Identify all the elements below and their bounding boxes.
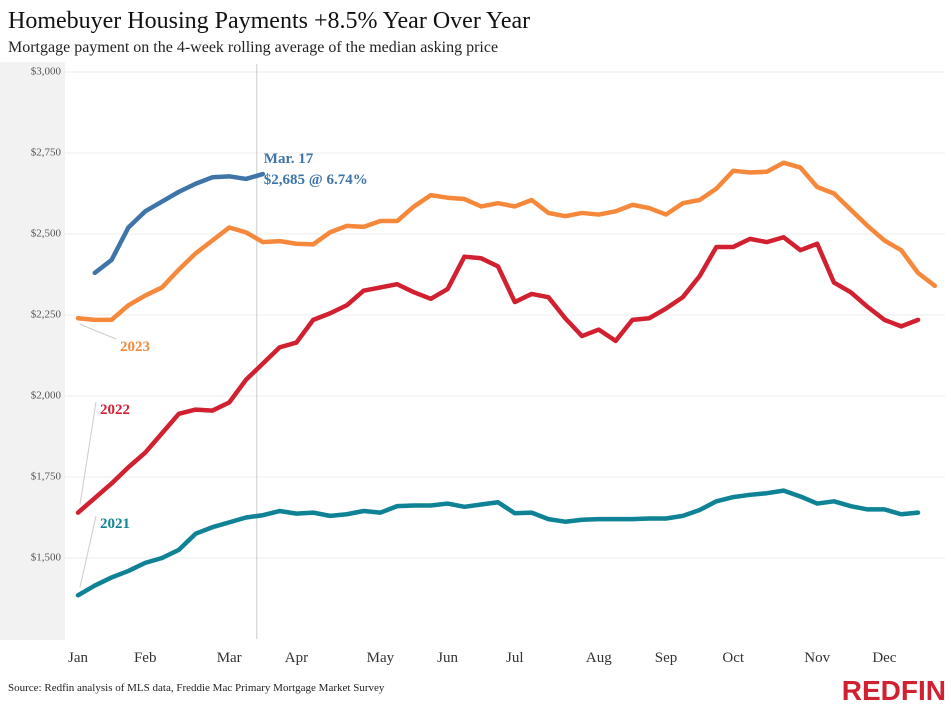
series-line bbox=[75, 234, 921, 515]
brand-logo: REDFIN bbox=[842, 675, 946, 706]
source: Source: Redfin analysis of MLS data, Fre… bbox=[8, 682, 385, 694]
chart-title: Homebuyer Housing Payments +8.5% Year Ov… bbox=[8, 8, 530, 34]
series-line bbox=[75, 160, 938, 323]
y-tick-label: $2,750 bbox=[31, 147, 62, 159]
label-leader bbox=[79, 323, 117, 340]
series-label: 2021 bbox=[100, 516, 130, 532]
x-tick-label: Mar bbox=[217, 650, 242, 666]
label-leader bbox=[79, 401, 97, 505]
y-tick-label: $3,000 bbox=[31, 66, 62, 78]
x-tick-label: May bbox=[367, 650, 395, 666]
y-tick-label: $2,000 bbox=[31, 390, 62, 402]
x-tick-label: Aug bbox=[586, 650, 612, 666]
x-tick-label: Dec bbox=[872, 650, 896, 666]
series-line bbox=[92, 171, 266, 276]
annotation: Mar. 17 bbox=[264, 151, 314, 167]
x-tick-label: Nov bbox=[804, 650, 830, 666]
x-tick-label: Apr bbox=[285, 650, 308, 666]
series-line bbox=[75, 488, 921, 598]
y-tick-label: $1,500 bbox=[31, 552, 62, 564]
y-tick-label: $2,250 bbox=[31, 309, 62, 321]
x-tick-label: Jun bbox=[437, 650, 458, 666]
x-tick-label: Jul bbox=[506, 650, 524, 666]
x-tick-label: Jan bbox=[68, 650, 88, 666]
label-leader bbox=[79, 515, 97, 588]
series-label: 2022 bbox=[100, 402, 130, 418]
chart-subtitle: Mortgage payment on the 4-week rolling a… bbox=[8, 39, 498, 56]
x-tick-label: Sep bbox=[655, 650, 678, 666]
x-tick-label: Oct bbox=[722, 650, 744, 666]
y-tick-label: $1,750 bbox=[31, 471, 62, 483]
annotation: $2,685 @ 6.74% bbox=[264, 172, 368, 188]
y-tick-label: $2,500 bbox=[31, 228, 62, 240]
series-label: 2023 bbox=[120, 339, 150, 355]
axis-band bbox=[0, 62, 65, 640]
x-tick-label: Feb bbox=[134, 650, 157, 666]
